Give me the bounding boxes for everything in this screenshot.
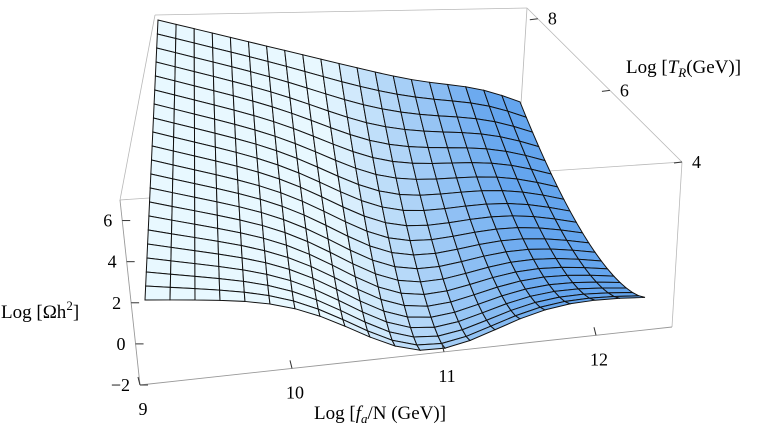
z-tick-label: −2 [111,375,130,395]
surface-patch [145,257,172,275]
tick-mark [673,161,683,164]
box-edge [139,326,673,386]
x-tick-label: 10 [286,382,304,402]
z-axis-label: Log [Ωh2] [1,298,79,323]
box-edge [519,7,528,121]
surface-patch [405,224,433,242]
surface-patch [194,288,221,301]
y-tick-label: 6 [620,80,629,100]
axis-ticks [122,18,683,386]
surface-patch [613,295,646,299]
surface-patch [403,305,432,318]
surface-patch [595,281,628,289]
tick-mark [593,327,597,336]
surface-patch [194,275,221,291]
surface-patch [144,285,171,301]
surface-patch [409,239,437,256]
box-edge [119,14,156,201]
y-tick-label: 4 [692,152,701,172]
box-edge [671,161,683,328]
axis-tick-labels: 9 10 11 12 4 6 8 −2 0 2 4 6 [103,9,701,419]
surface-patch [219,289,246,302]
surface-patch [169,286,196,301]
z-tick-label: 6 [103,211,112,231]
surface-patch [145,271,172,288]
box-edge [526,7,683,163]
surface-patch [169,273,196,290]
surface-patch [170,260,196,277]
y-tick-label: 8 [548,9,557,29]
x-tick-label: 12 [590,349,608,369]
x-tick-label: 9 [139,399,148,419]
surface-patch [406,316,436,329]
tick-mark [137,376,141,386]
z-tick-label: 2 [112,293,121,313]
box-edge [154,7,528,16]
x-axis-label: Log [fa/N (GeV)] [314,403,446,426]
tick-mark [289,360,293,369]
tick-mark [441,343,445,352]
z-tick-label: 0 [117,334,126,354]
bounding-box-front [119,199,673,386]
surface-patch [409,326,439,338]
y-axis-label: Log [TR(GeV)] [626,57,741,80]
z-tick-label: 4 [108,252,117,272]
box-edge [119,199,141,386]
surface-mesh [144,19,646,351]
surface-patch [416,342,446,351]
tick-mark [529,18,538,21]
tick-mark [601,89,610,92]
x-tick-label: 11 [438,366,455,386]
surface-patch [400,292,429,307]
surface-patch [397,279,425,295]
